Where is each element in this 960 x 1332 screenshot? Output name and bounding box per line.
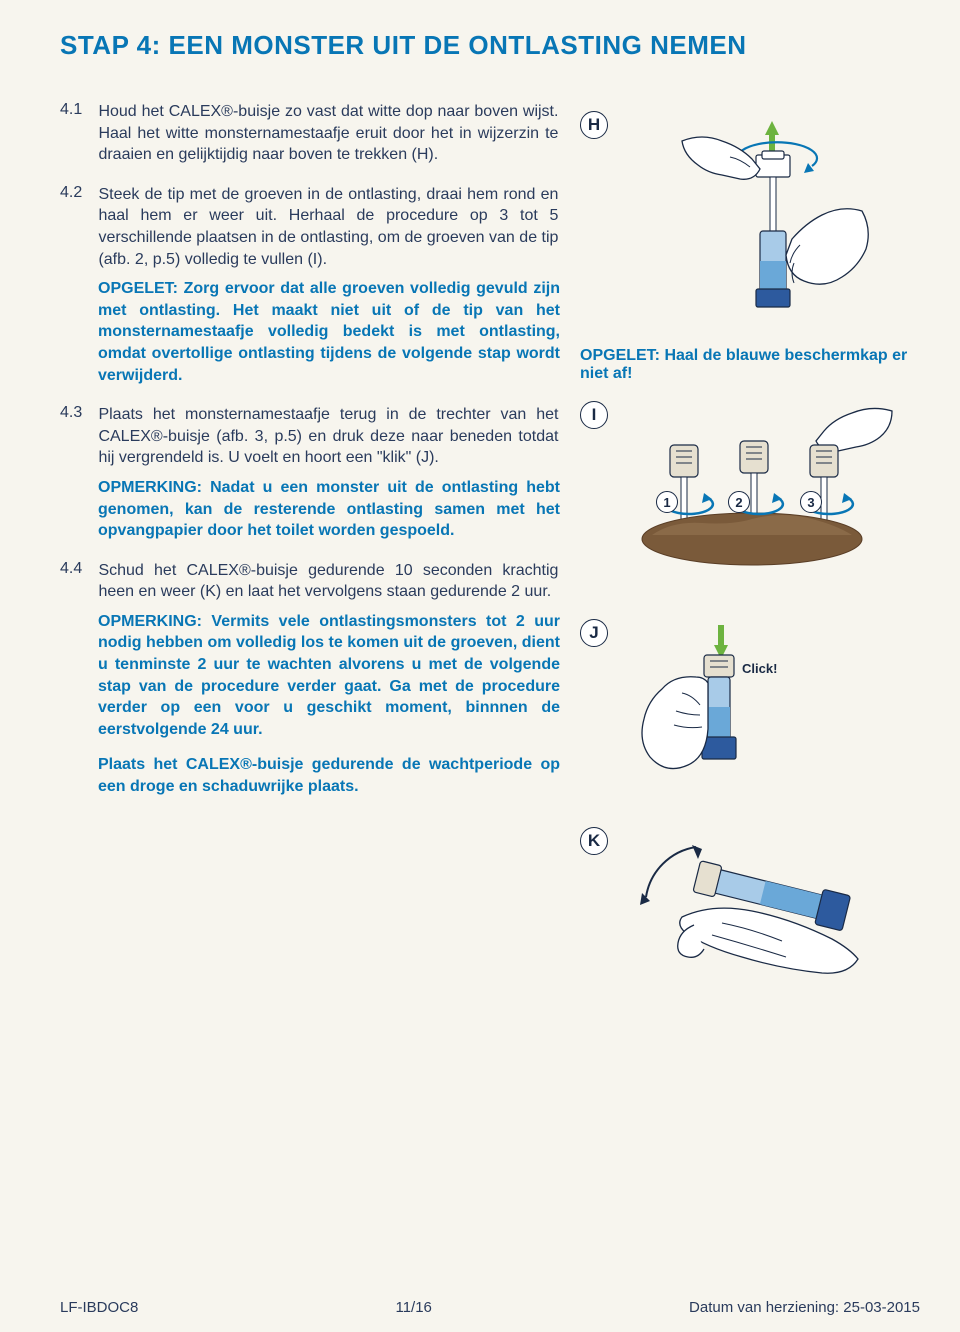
step-number: 4.3 [60,404,94,422]
note-text: OPMERKING: Nadat u een monster uit de on… [98,477,560,542]
illustration-H [622,111,882,341]
figure-I-step-3: 3 [800,491,822,513]
figure-H-caution: OPGELET: Haal de blauwe beschermkap er n… [580,347,920,383]
step-4-2: 4.2 Steek de tip met de groeven in de on… [60,184,560,386]
footer-page-number: 11/16 [395,1299,431,1316]
step-4-4: 4.4 Schud het CALEX®-buisje gedurende 10… [60,560,560,798]
page-title: STAP 4: EEN MONSTER UIT DE ONTLASTING NE… [60,30,920,61]
step-text: Houd het CALEX®-buisje zo vast dat witte… [98,101,558,166]
text-column: 4.1 Houd het CALEX®-buisje zo vast dat w… [60,101,560,1005]
step-text: Schud het CALEX®-buisje gedurende 10 sec… [98,560,558,603]
illustration-J: Click! [622,619,822,809]
caution-text: OPGELET: Zorg ervoor dat alle groeven vo… [98,278,560,386]
step-number: 4.2 [60,184,94,202]
figure-I-step-2: 2 [728,491,750,513]
figure-H: H [580,111,920,383]
illustration-K [622,827,902,987]
footer-revision-date: Datum van herziening: 25-03-2015 [689,1299,920,1316]
content-columns: 4.1 Houd het CALEX®-buisje zo vast dat w… [60,101,920,1005]
step-text: Plaats het monsternamestaafje terug in d… [98,404,558,469]
figure-I-step-1: 1 [656,491,678,513]
footer-doc-id: LF-IBDOC8 [60,1299,138,1316]
click-label: Click! [742,661,777,676]
step-number: 4.1 [60,101,94,119]
figure-label-H: H [580,111,608,139]
note-text: OPMERKING: Vermits vele ontlastingsmonst… [98,611,560,741]
figure-K: K [580,827,920,987]
figure-J: J Click! [580,619,920,809]
step-4-3: 4.3 Plaats het monsternamestaafje terug … [60,404,560,542]
page-footer: LF-IBDOC8 11/16 Datum van herziening: 25… [60,1299,920,1316]
figure-column: H [580,101,920,1005]
step-4-1: 4.1 Houd het CALEX®-buisje zo vast dat w… [60,101,560,166]
step-text: Steek de tip met de groeven in de ontlas… [98,184,558,270]
figure-label-J: J [580,619,608,647]
note-text: Plaats het CALEX®-buisje gedurende de wa… [98,754,560,797]
figure-label-I: I [580,401,608,429]
step-number: 4.4 [60,560,94,578]
figure-label-K: K [580,827,608,855]
figure-I: I [580,401,920,601]
